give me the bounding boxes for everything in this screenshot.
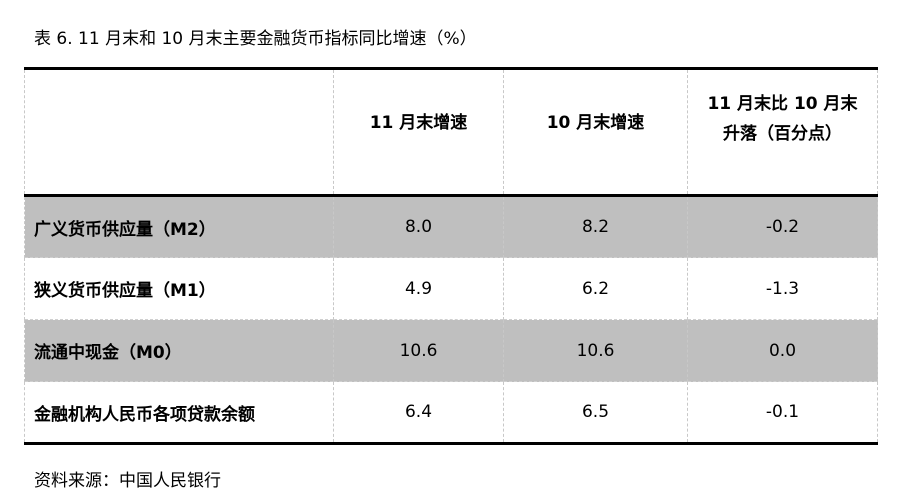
cell-nov: 4.9 — [333, 257, 504, 320]
cell-oct: 8.2 — [503, 195, 688, 258]
row-label: 流通中现金（M0） — [24, 319, 334, 382]
cell-oct: 10.6 — [503, 319, 688, 382]
row-label: 广义货币供应量（M2） — [24, 195, 334, 258]
cell-change: -1.3 — [687, 257, 878, 320]
cell-nov: 8.0 — [333, 195, 504, 258]
table-row: 金融机构人民币各项贷款余额 6.4 6.5 -0.1 — [24, 381, 878, 445]
header-blank — [24, 67, 334, 197]
table-row: 广义货币供应量（M2） 8.0 8.2 -0.2 — [24, 195, 878, 258]
header-oct: 10 月末增速 — [503, 67, 688, 197]
cell-nov: 6.4 — [333, 381, 504, 445]
row-label: 金融机构人民币各项贷款余额 — [24, 381, 334, 445]
table-title: 表 6. 11 月末和 10 月末主要金融货币指标同比增速（%） — [34, 29, 477, 49]
source-note: 资料来源：中国人民银行 — [34, 471, 221, 491]
header-row: 11 月末增速 10 月末增速 11 月末比 10 月末 升落（百分点） — [24, 67, 878, 197]
table-row: 狭义货币供应量（M1） 4.9 6.2 -1.3 — [24, 257, 878, 320]
indicator-table: 11 月末增速 10 月末增速 11 月末比 10 月末 升落（百分点） 广义货币… — [24, 67, 878, 445]
cell-change: 0.0 — [687, 319, 878, 382]
header-nov: 11 月末增速 — [333, 67, 504, 197]
row-label: 狭义货币供应量（M1） — [24, 257, 334, 320]
header-change: 11 月末比 10 月末 升落（百分点） — [687, 67, 878, 197]
cell-oct: 6.5 — [503, 381, 688, 445]
cell-nov: 10.6 — [333, 319, 504, 382]
table-row: 流通中现金（M0） 10.6 10.6 0.0 — [24, 319, 878, 382]
cell-change: -0.2 — [687, 195, 878, 258]
cell-change: -0.1 — [687, 381, 878, 445]
cell-oct: 6.2 — [503, 257, 688, 320]
